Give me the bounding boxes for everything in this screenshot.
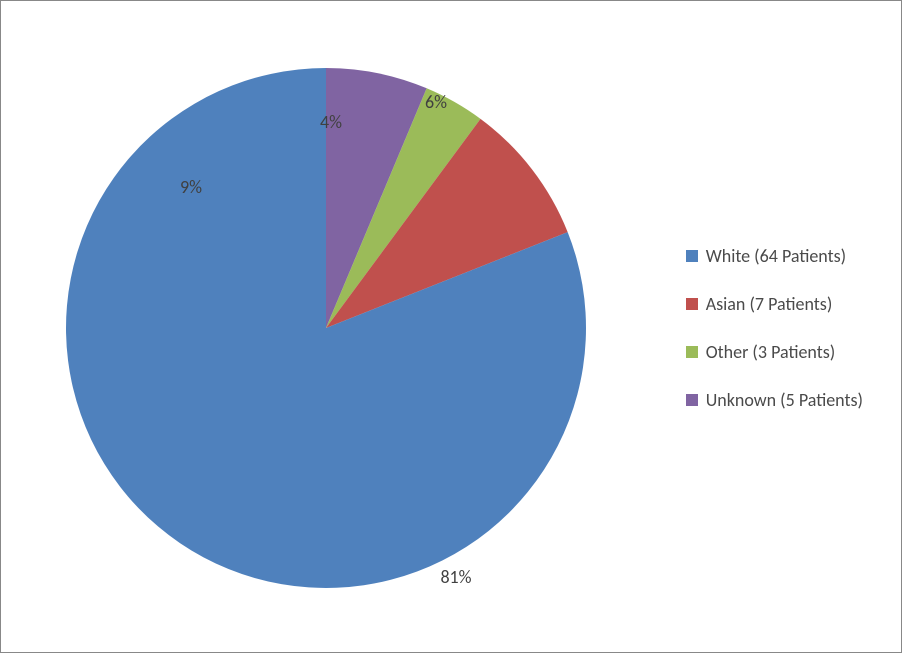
legend-label-other: Other (3 Patients) (706, 341, 836, 363)
legend-item-white: White (64 Patients) (686, 245, 863, 267)
pie-svg: 6% 4% 9% 81% (61, 63, 591, 593)
data-label-unknown: 6% (425, 91, 447, 113)
legend-item-asian: Asian (7 Patients) (686, 293, 863, 315)
legend-swatch-other (686, 346, 698, 358)
data-label-other: 4% (320, 111, 342, 133)
pie-chart: 6% 4% 9% 81% (61, 63, 591, 593)
legend-label-white: White (64 Patients) (706, 245, 846, 267)
legend: White (64 Patients) Asian (7 Patients) Oth… (686, 219, 863, 437)
chart-frame: 6% 4% 9% 81% White (64 Patients) Asian (7 Pa… (0, 0, 902, 653)
legend-label-unknown: Unknown (5 Patients) (706, 389, 863, 411)
data-label-white: 81% (440, 566, 471, 588)
legend-swatch-white (686, 250, 698, 262)
pie-group (66, 68, 586, 588)
legend-swatch-asian (686, 298, 698, 310)
data-label-asian: 9% (180, 176, 202, 198)
chart-area: 6% 4% 9% 81% White (64 Patients) Asian (7 Pa… (1, 1, 902, 654)
legend-item-unknown: Unknown (5 Patients) (686, 389, 863, 411)
legend-label-asian: Asian (7 Patients) (706, 293, 833, 315)
legend-swatch-unknown (686, 394, 698, 406)
legend-item-other: Other (3 Patients) (686, 341, 863, 363)
